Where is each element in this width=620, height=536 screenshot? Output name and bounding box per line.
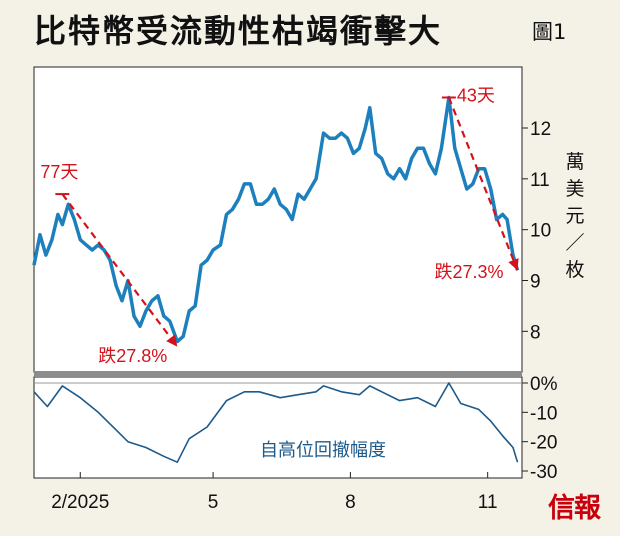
drawdown-arrow-2-line xyxy=(447,97,519,271)
xtick-label: 2/2025 xyxy=(51,492,109,513)
drawdown-ytick-label: 0% xyxy=(530,374,558,395)
annotation-77-days: 77天 xyxy=(40,162,78,182)
publisher-logo: 信報 xyxy=(548,493,601,524)
price-unit-char: 美 xyxy=(565,178,584,200)
drawdown-arrow-1-line xyxy=(61,193,179,348)
drawdown-ytick-label: -10 xyxy=(530,403,557,424)
price-unit-char: 元 xyxy=(565,205,584,227)
price-unit-char: ／ xyxy=(565,232,584,254)
annotation-drop-27-8: 跌27.8% xyxy=(98,346,167,366)
drawdown-series-line xyxy=(33,382,519,464)
price-ytick-label: 10 xyxy=(530,221,551,242)
xtick-label: 5 xyxy=(208,492,219,513)
drawdown-ytick-label: -20 xyxy=(530,433,557,454)
price-unit-char: 萬 xyxy=(565,151,584,173)
drawdown-ytick-label: -30 xyxy=(530,462,557,483)
drawdown-arrow-2-head xyxy=(508,258,519,271)
chart-title: 比特幣受流動性枯竭衝擊大 xyxy=(34,12,443,50)
price-ytick-label: 8 xyxy=(530,322,541,343)
annotation-43-days: 43天 xyxy=(457,86,495,106)
price-ytick-label: 12 xyxy=(530,119,551,140)
price-plot-frame xyxy=(33,66,523,373)
drawdown-plot-frame xyxy=(33,376,523,479)
panel-separator xyxy=(34,371,522,377)
price-unit-char: 枚 xyxy=(565,259,584,281)
xtick-label: 8 xyxy=(345,492,356,513)
annotation-drop-27-3: 跌27.3% xyxy=(434,262,503,282)
drawdown-arrow-1-head xyxy=(166,334,178,347)
drawdown-label: 自高位回撤幅度 xyxy=(260,440,386,461)
price-ytick-label: 9 xyxy=(530,272,541,293)
figure-number: 圖1 xyxy=(532,20,567,44)
xtick-label: 11 xyxy=(478,492,498,513)
price-ytick-label: 11 xyxy=(530,170,550,191)
price-series-line xyxy=(32,95,520,344)
